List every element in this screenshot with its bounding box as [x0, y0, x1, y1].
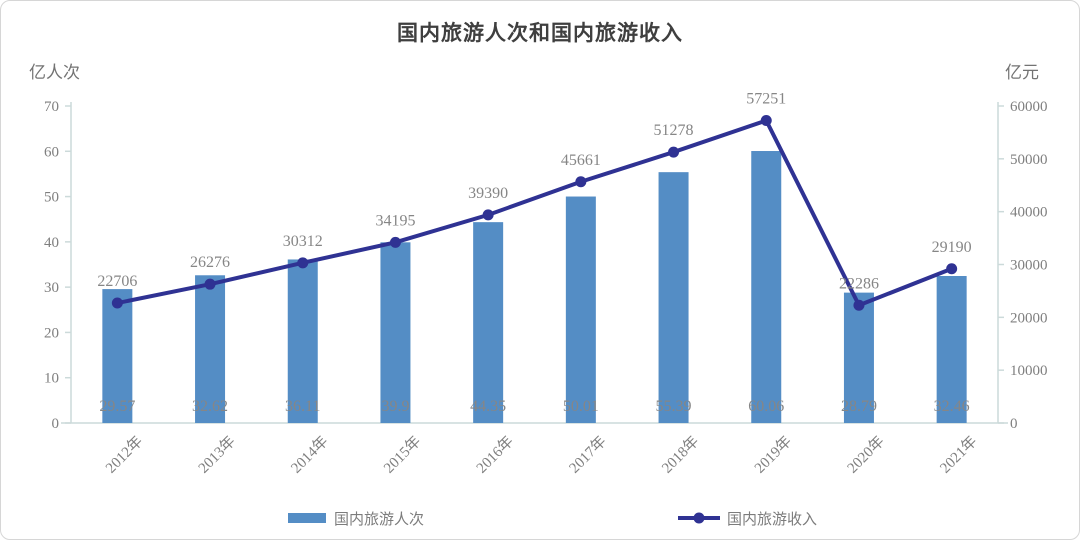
- left-axis-tick-label: 20: [44, 325, 59, 341]
- line-value-label: 30312: [283, 233, 323, 250]
- bar: [102, 289, 133, 423]
- bar-value-label: 55.39: [656, 398, 692, 415]
- left-axis-tick-label: 50: [44, 190, 59, 206]
- legend-line-label: 国内旅游收入: [727, 511, 818, 528]
- line-point: [297, 257, 309, 269]
- right-axis-tick-label: 10000: [1010, 363, 1048, 379]
- line-point: [760, 115, 772, 127]
- x-axis-category-label: 2012年: [102, 433, 146, 477]
- line-point: [389, 236, 401, 248]
- line-swatch-dot: [693, 512, 705, 524]
- line-point: [946, 263, 958, 275]
- bar-value-label: 32.62: [192, 398, 228, 415]
- right-axis-tick-label: 60000: [1010, 99, 1048, 115]
- x-axis-category-label: 2016年: [473, 433, 517, 477]
- line-value-label: 57251: [746, 91, 786, 108]
- bar: [843, 292, 874, 423]
- right-axis-unit-label: 亿元: [1005, 63, 1039, 82]
- x-axis-category-label: 2020年: [844, 433, 888, 477]
- line-point: [575, 176, 587, 188]
- bar-series-swatch-icon: [288, 513, 326, 523]
- left-axis-tick-label: 10: [44, 371, 59, 387]
- x-axis-category-label: 2018年: [659, 433, 703, 477]
- chart-title: 国内旅游人次和国内旅游收入: [397, 21, 683, 45]
- right-axis-tick-label: 30000: [1010, 258, 1048, 274]
- bar-value-label: 39.9: [381, 398, 409, 415]
- line-value-label: 29190: [932, 239, 972, 256]
- bar: [287, 259, 318, 423]
- left-axis-tick-label: 60: [44, 144, 59, 160]
- bar-value-label: 60.06: [748, 398, 784, 415]
- line-point: [668, 146, 680, 158]
- right-axis-tick-label: 40000: [1010, 205, 1048, 221]
- bar: [936, 276, 967, 423]
- line-series-swatch-icon: [678, 512, 720, 524]
- line-point: [853, 299, 865, 311]
- chart-canvas: 0 10 20 30 40 50 60 70 0 10000 20000 30000 40000 5000…: [44, 91, 1048, 477]
- line-value-label: 39390: [468, 185, 508, 202]
- legend-item-line: 国内旅游收入: [677, 506, 817, 530]
- left-axis-tick-label: 70: [44, 99, 59, 115]
- line-point: [111, 297, 123, 309]
- line-value-label: 22706: [97, 273, 137, 290]
- legend-bar-label: 国内旅游人次: [334, 511, 425, 528]
- line-value-label: 26276: [190, 254, 230, 271]
- x-axis-category-label: 2017年: [566, 433, 610, 477]
- bar: [565, 196, 596, 423]
- x-axis-category-label: 2021年: [937, 433, 981, 477]
- line-value-label: 22286: [839, 275, 879, 292]
- bar-swatch-rect: [288, 513, 326, 523]
- left-axis-tick-label: 30: [44, 280, 59, 296]
- right-axis-tick-label: 20000: [1010, 310, 1048, 326]
- line-point: [482, 209, 494, 221]
- bar: [195, 275, 226, 423]
- left-axis-unit-label: 亿人次: [29, 63, 80, 82]
- left-axis-tick-label: 40: [44, 235, 59, 251]
- bar: [751, 151, 782, 423]
- bar: [658, 172, 689, 423]
- legend-item-bars: 国内旅游人次: [288, 506, 424, 530]
- x-axis-category-label: 2013年: [195, 433, 239, 477]
- right-axis-tick-label: 50000: [1010, 152, 1048, 168]
- bar-value-label: 29.57: [99, 398, 135, 415]
- line-value-label: 34195: [375, 212, 415, 229]
- bar: [473, 222, 504, 423]
- bar-value-label: 44.35: [470, 398, 506, 415]
- line-value-label: 51278: [654, 122, 694, 139]
- x-axis-category-label: 2019年: [751, 433, 795, 477]
- right-axis-tick-label: 0: [1010, 416, 1018, 432]
- bar-value-label: 28.79: [841, 398, 877, 415]
- left-axis-tick-label: 0: [52, 416, 60, 432]
- line-series: [116, 118, 953, 308]
- line-point: [204, 278, 216, 290]
- chart-legend: 国内旅游人次 国内旅游收入: [1, 506, 1079, 532]
- bar: [380, 242, 411, 423]
- bar-value-label: 50.01: [563, 398, 599, 415]
- bar-value-label: 32.46: [934, 398, 970, 415]
- x-axis-category-label: 2014年: [288, 433, 332, 477]
- line-value-label: 45661: [561, 152, 601, 169]
- x-axis-category-label: 2015年: [380, 433, 424, 477]
- bar-value-label: 36.11: [285, 398, 320, 415]
